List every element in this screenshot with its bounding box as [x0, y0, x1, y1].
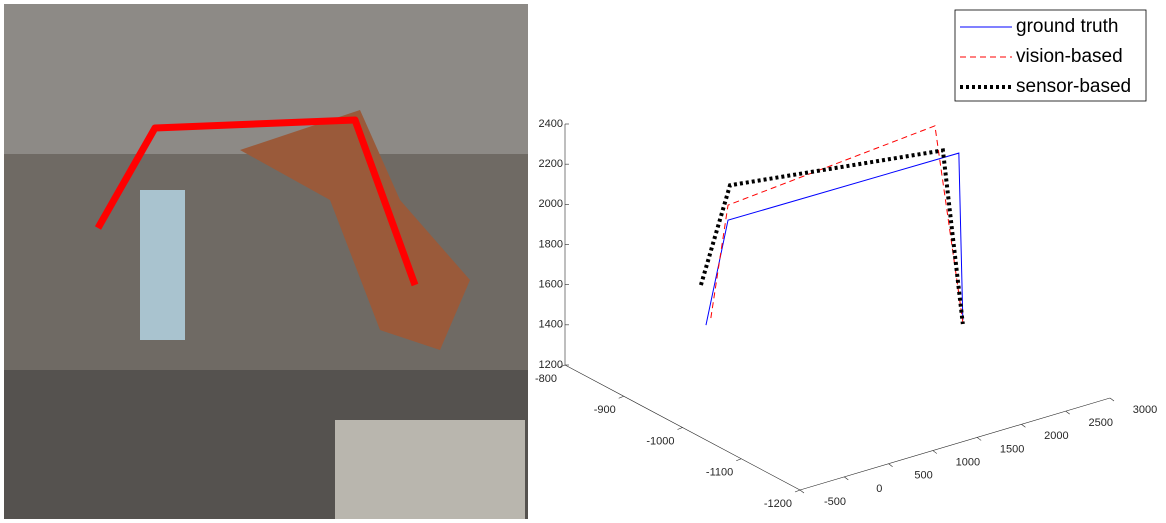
x-tick-label: 0	[876, 483, 882, 495]
y-tick-label: -1000	[646, 435, 674, 447]
y-tick-label: -1200	[764, 498, 792, 510]
photo	[4, 4, 528, 519]
z-tick-label: 2200	[539, 158, 563, 170]
y-tick	[736, 459, 741, 461]
plot: -500 0 500 1000 1500 2000 2500 3000 -1200 -1100 -1…	[535, 118, 1157, 510]
y-tick	[619, 396, 624, 398]
y-tick-label: -900	[594, 404, 616, 416]
y-tick	[795, 490, 800, 492]
z-tick-label: 2000	[539, 198, 563, 210]
series-line	[701, 150, 963, 324]
y-tick	[678, 428, 683, 430]
x-tick	[933, 451, 937, 454]
x-tick-label: 500	[914, 470, 932, 482]
x-tick	[1110, 398, 1114, 401]
figure: -500 0 500 1000 1500 2000 2500 3000 -1200 -1100 -1…	[0, 0, 1166, 523]
z-tick-label: 1600	[539, 279, 563, 291]
x-tick-label: 2500	[1088, 417, 1112, 429]
photo-wall	[4, 4, 528, 154]
x-tick	[844, 477, 848, 480]
x-tick-label: 1000	[956, 456, 980, 468]
y-tick-label: -800	[535, 373, 557, 385]
x-tick	[800, 490, 804, 493]
x-axis	[800, 398, 1110, 490]
photo-table	[335, 420, 525, 519]
x-tick-label: 2000	[1044, 430, 1068, 442]
x-tick	[1066, 411, 1070, 414]
x-tick	[889, 464, 893, 467]
legend-label: vision-based	[1016, 46, 1123, 67]
series-line	[706, 153, 963, 325]
legend-label: ground truth	[1016, 16, 1118, 37]
x-tick	[1021, 424, 1025, 427]
z-tick-label: 1400	[539, 319, 563, 331]
legend: ground truth vision-based sensor-based	[955, 10, 1146, 101]
y-tick-label: -1100	[706, 467, 733, 479]
legend-label: sensor-based	[1016, 76, 1131, 97]
z-tick-label: 1200	[539, 359, 563, 371]
page: {"chart_data": {"type": "line3d", "serie…	[0, 0, 1166, 523]
x-tick	[977, 437, 981, 440]
z-tick-label: 1800	[539, 238, 563, 250]
x-tick-label: -500	[824, 496, 846, 508]
x-tick-label: 1500	[1000, 443, 1024, 455]
photo-door	[140, 190, 185, 340]
x-tick-label: 3000	[1133, 404, 1157, 416]
z-tick-label: 2400	[539, 118, 563, 130]
